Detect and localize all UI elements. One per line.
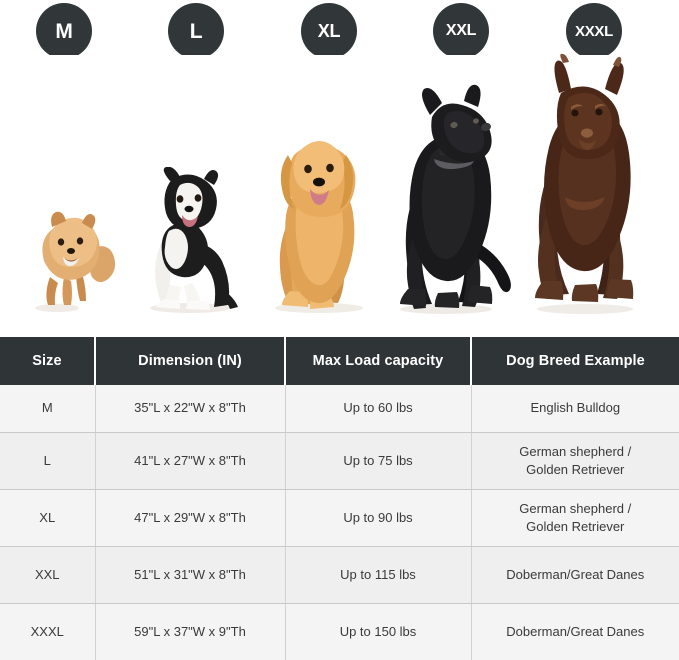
cell-max-load: Up to 115 lbs (285, 546, 472, 604)
pomeranian-photo (30, 205, 130, 315)
cell-dog-breed: English Bulldog (471, 385, 679, 433)
cell-dimension: 51"L x 31"W x 8"Th (95, 546, 286, 604)
cell-max-load: Up to 75 lbs (285, 432, 472, 490)
column-header-size: Size (0, 337, 96, 385)
size-chart-table: Size Dimension (IN) Max Load capacity Do… (0, 337, 679, 660)
cell-dog-breed: German shepherd / Golden Retriever (471, 432, 679, 490)
cell-dog-breed: Doberman/Great Danes (471, 603, 679, 660)
cell-max-load: Up to 150 lbs (285, 603, 472, 660)
table-row: L 41"L x 27"W x 8"Th Up to 75 lbs German… (0, 432, 679, 490)
size-badge-xxl-label: XXL (445, 22, 477, 39)
size-badge-xxl: XXL (433, 3, 489, 59)
cell-dog-breed: German shepherd / Golden Retriever (471, 489, 679, 547)
size-badge-m-label: M (55, 19, 73, 43)
cell-dimension: 35"L x 22"W x 8"Th (95, 385, 286, 433)
dog-photo-strip (0, 53, 679, 323)
table-row: XXXL 59"L x 37"W x 9"Th Up to 150 lbs Do… (0, 603, 679, 660)
table-body: M 35"L x 22"W x 8"Th Up to 60 lbs Englis… (0, 385, 679, 660)
size-badge-xl: XL (301, 3, 357, 59)
border-collie-photo (136, 167, 244, 315)
cell-dimension: 47"L x 29"W x 8"Th (95, 489, 286, 547)
column-header-dimension: Dimension (IN) (95, 337, 286, 385)
column-header-max-load: Max Load capacity (285, 337, 472, 385)
cell-max-load: Up to 90 lbs (285, 489, 472, 547)
cell-size: XXXL (0, 603, 96, 660)
table-row: XL 47"L x 29"W x 8"Th Up to 90 lbs Germa… (0, 489, 679, 547)
column-header-dog-breed: Dog Breed Example (471, 337, 679, 385)
cell-size: M (0, 385, 96, 433)
table-header: Size Dimension (IN) Max Load capacity Do… (0, 337, 679, 385)
size-badge-row: M L XL XXL XXXL (0, 0, 679, 62)
table-row: M 35"L x 22"W x 8"Th Up to 60 lbs Englis… (0, 385, 679, 433)
cell-dimension: 41"L x 27"W x 8"Th (95, 432, 286, 490)
size-badge-m: M (36, 3, 92, 59)
size-badge-xxxl: XXXL (566, 3, 622, 59)
cell-size: XL (0, 489, 96, 547)
cell-max-load: Up to 60 lbs (285, 385, 472, 433)
cell-size: XXL (0, 546, 96, 604)
size-badge-l: L (168, 3, 224, 59)
doberman-photo (521, 53, 649, 315)
cell-dog-breed: Doberman/Great Danes (471, 546, 679, 604)
table-row: XXL 51"L x 31"W x 8"Th Up to 115 lbs Dob… (0, 546, 679, 604)
cell-dimension: 59"L x 37"W x 9"Th (95, 603, 286, 660)
size-badge-xxxl-label: XXXL (575, 22, 613, 40)
table-header-row: Size Dimension (IN) Max Load capacity Do… (0, 337, 679, 385)
golden-retriever-photo (264, 125, 374, 315)
size-badge-xl-label: XL (317, 21, 341, 41)
great-dane-photo (386, 83, 511, 315)
size-badge-l-label: L (189, 19, 203, 43)
cell-size: L (0, 432, 96, 490)
